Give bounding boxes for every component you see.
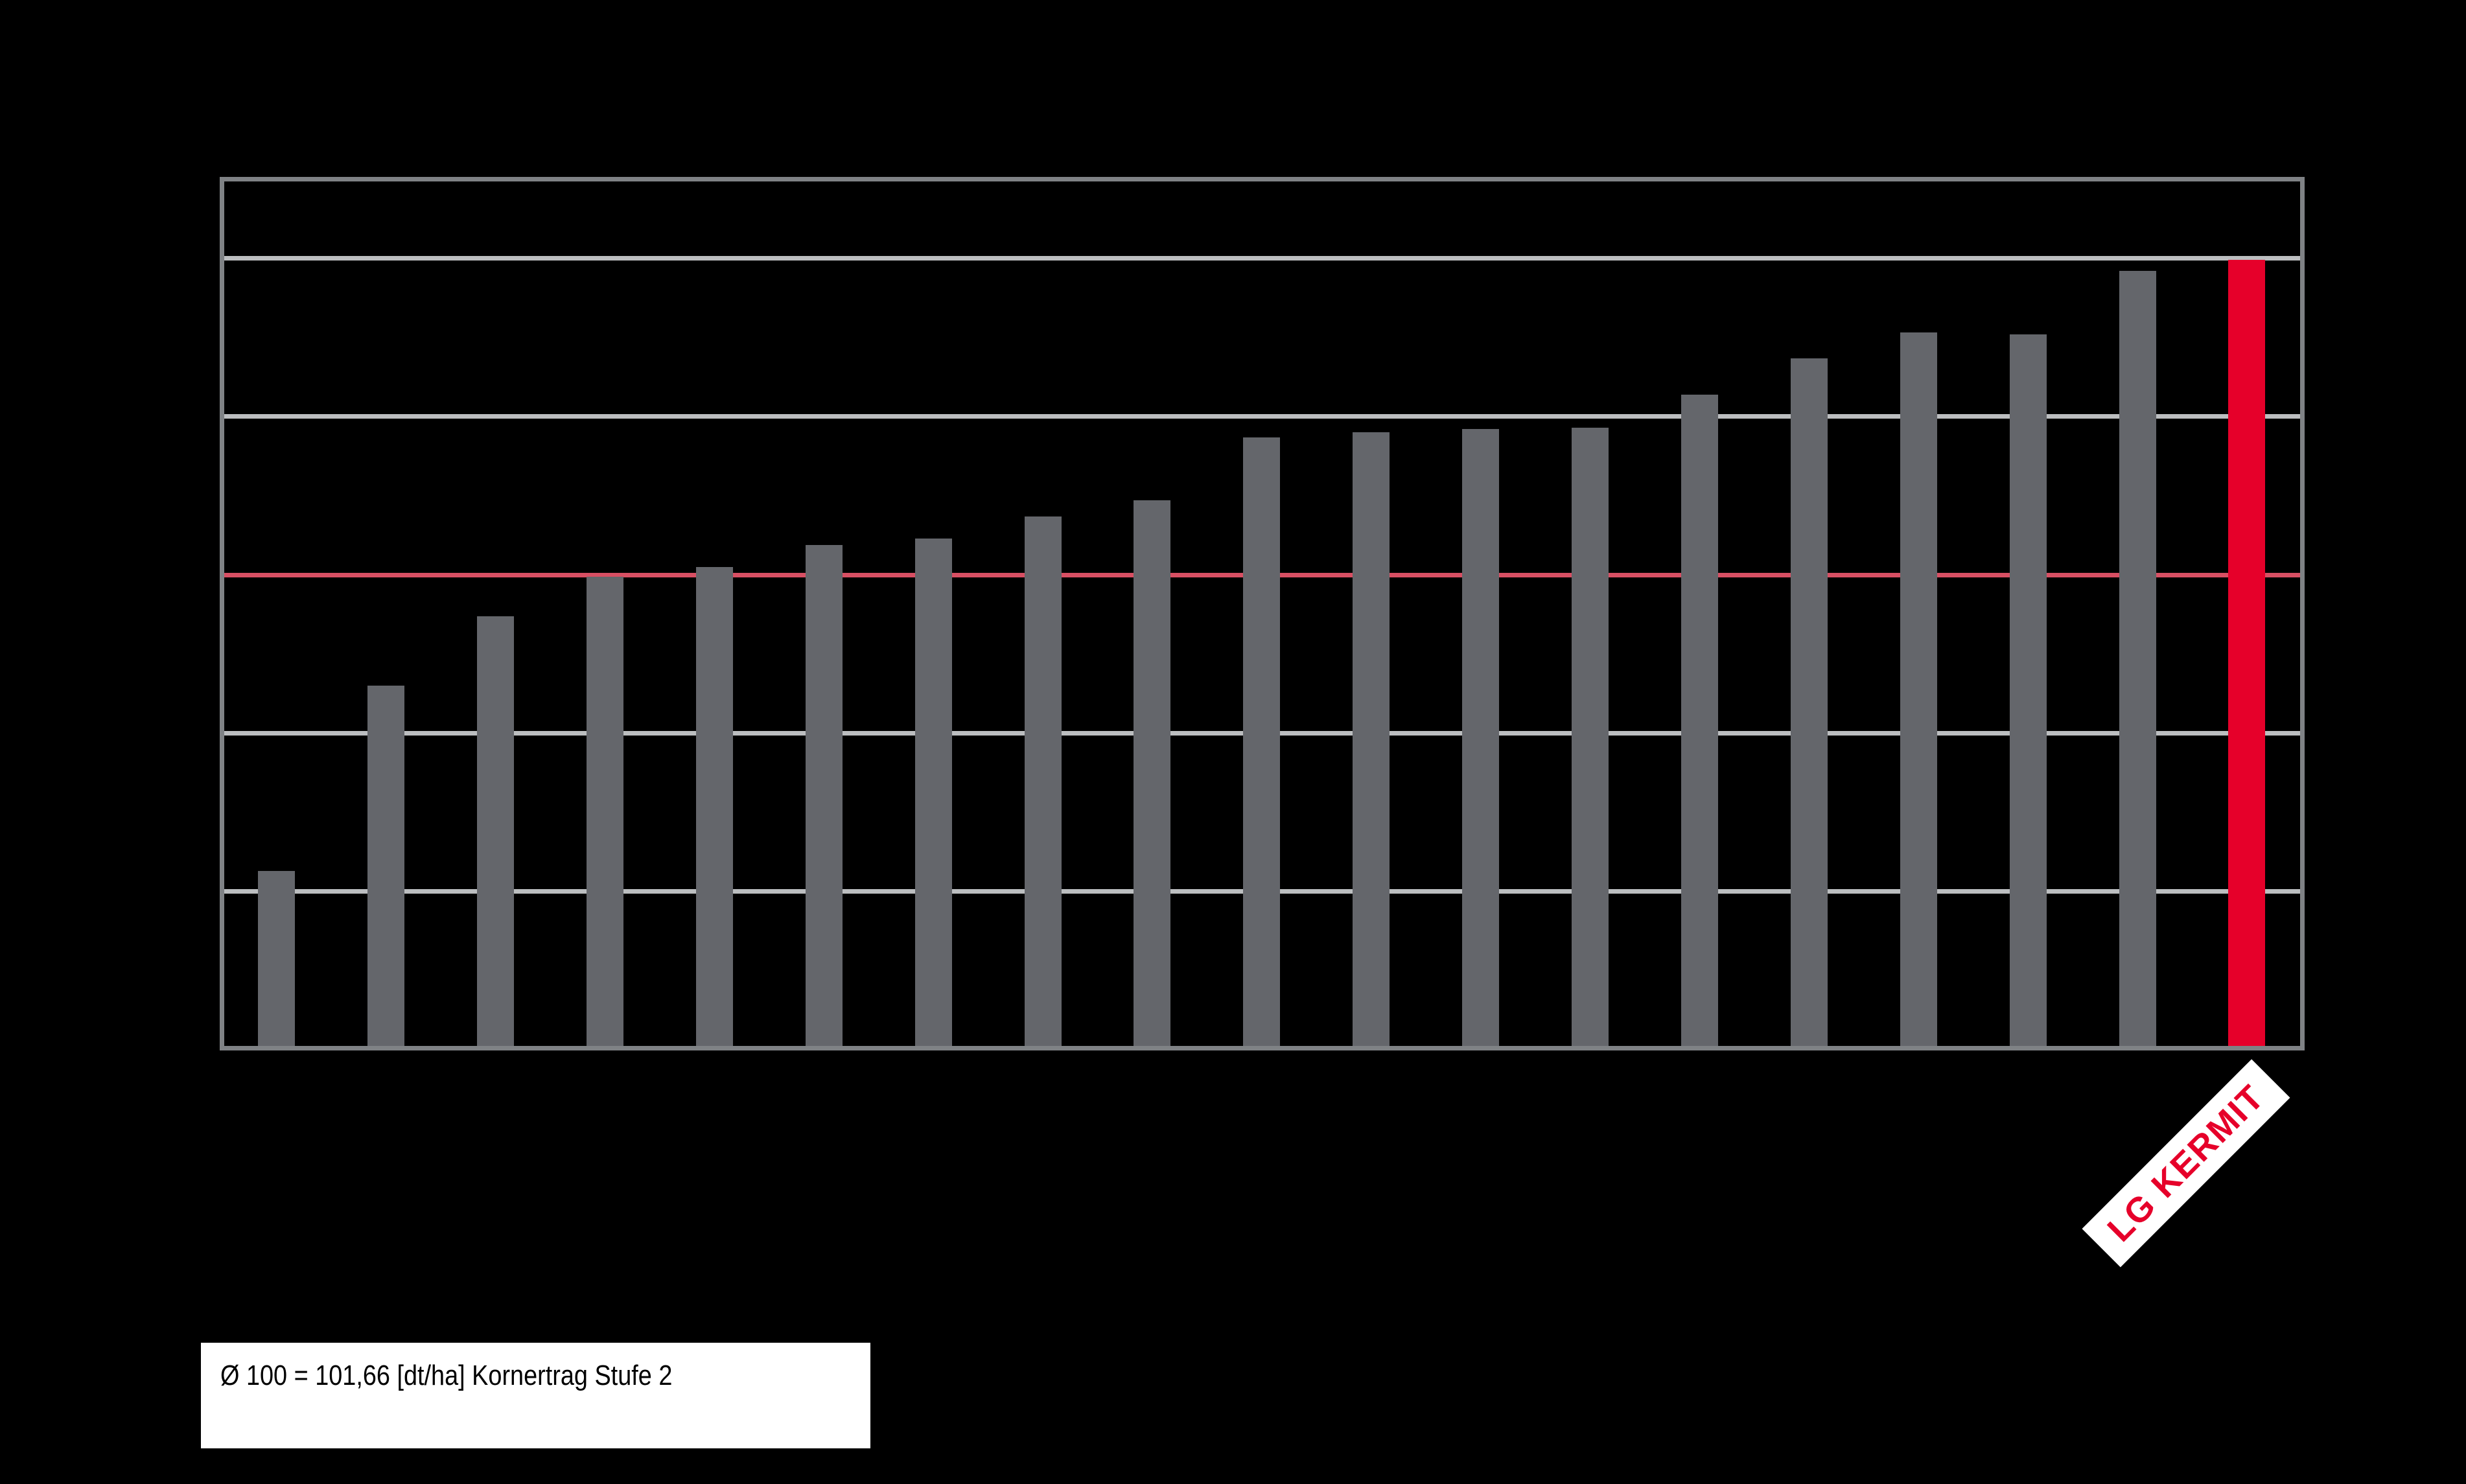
gridline-120 [224,256,2300,261]
x-axis-label-lg-kermit: LG KERMIT [2082,1059,2290,1268]
chart-plot-frame [220,177,2305,1050]
bar-4 [586,576,623,1046]
bar-18 [2119,271,2156,1046]
bar-2 [367,686,405,1046]
mean-annotation-box: Ø 100 = 101,66 [dt/ha] Kornertrag Stufe … [201,1343,870,1448]
mean-annotation-text: Ø 100 = 101,66 [dt/ha] Kornertrag Stufe … [220,1360,673,1391]
bar-7 [914,539,952,1046]
bar-15 [1790,358,1828,1046]
bar-5 [695,567,733,1046]
bar-16 [1900,332,1937,1046]
gridline-110 [224,414,2300,419]
bar-14 [1681,394,1718,1046]
bar-13 [1572,428,1609,1046]
bar-8 [1024,516,1062,1046]
bar-9 [1134,500,1171,1046]
bar-6 [805,544,843,1046]
bar-17 [2009,334,2047,1046]
bar-11 [1353,432,1390,1046]
plot-area [224,181,2300,1046]
bar-3 [477,616,514,1046]
bar-10 [1243,437,1281,1046]
bar-1 [258,871,296,1046]
lg-kermit-label-text: LG KERMIT [2100,1077,2272,1249]
bar-lg-kermit [2228,260,2266,1046]
bar-12 [1462,429,1500,1046]
